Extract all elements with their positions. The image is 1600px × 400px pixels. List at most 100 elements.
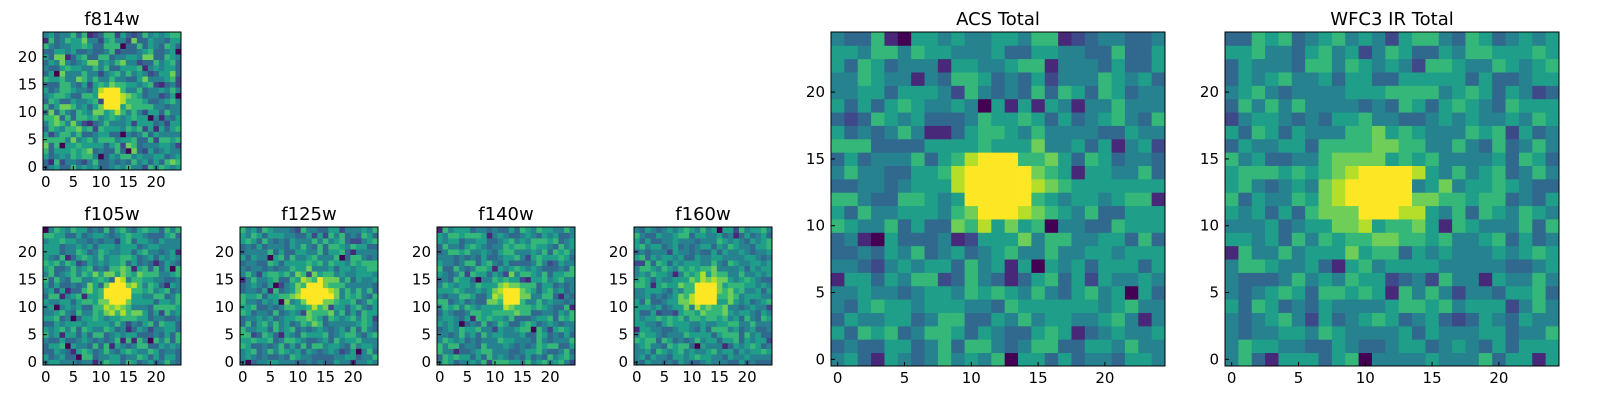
heatmap-cell	[1385, 312, 1400, 327]
heatmap-cell	[683, 331, 690, 338]
heatmap-cell	[355, 298, 362, 305]
heatmap-cell	[486, 353, 493, 360]
heatmap-cell	[514, 260, 521, 267]
heatmap-cell	[1278, 192, 1293, 207]
heatmap-cell	[114, 32, 121, 38]
heatmap-cell	[744, 320, 751, 327]
heatmap-cell	[164, 54, 171, 60]
heatmap-cell	[1318, 352, 1333, 367]
heatmap-cell	[317, 293, 324, 300]
heatmap-cell	[951, 352, 965, 367]
heatmap-cell	[844, 325, 859, 340]
heatmap-cell	[136, 76, 143, 83]
heatmap-cell	[634, 243, 640, 250]
heatmap-cell	[175, 158, 182, 165]
heatmap-cell	[366, 309, 373, 316]
heatmap-cell	[54, 142, 60, 149]
heatmap-cell	[1305, 112, 1319, 126]
heatmap-cell	[125, 54, 132, 60]
heatmap-cell	[76, 70, 83, 77]
heatmap-cell	[136, 337, 143, 344]
heatmap-cell	[70, 103, 77, 110]
heatmap-cell	[109, 309, 116, 316]
heatmap-cell	[689, 249, 696, 255]
heatmap-cell	[256, 304, 263, 311]
heatmap-cell	[661, 287, 668, 294]
heatmap-cell	[147, 282, 154, 289]
heatmap-cell	[355, 232, 362, 239]
heatmap-cell	[656, 243, 662, 250]
heatmap-cell	[492, 309, 499, 316]
heatmap-cell	[738, 348, 745, 355]
heatmap-cell	[492, 227, 499, 233]
heatmap-cell	[120, 54, 127, 60]
heatmap-cell	[678, 348, 685, 355]
heatmap-cell	[81, 109, 88, 116]
heatmap-cell	[508, 298, 515, 305]
heatmap-cell	[1111, 178, 1126, 193]
heatmap-cell	[372, 254, 379, 261]
heatmap-cell	[164, 282, 171, 289]
heatmap-cell	[48, 136, 55, 143]
heatmap-cell	[667, 265, 674, 272]
heatmap-cell	[1225, 152, 1239, 166]
heatmap-cell	[300, 348, 307, 355]
heatmap-cell	[514, 331, 521, 338]
heatmap-cell	[1278, 219, 1293, 233]
heatmap-cell	[92, 315, 99, 322]
heatmap-cell	[81, 98, 88, 105]
heatmap-cell	[1278, 285, 1293, 300]
heatmap-cell	[937, 32, 952, 46]
heatmap-cell	[1518, 165, 1533, 180]
heatmap-cell	[114, 254, 121, 261]
heatmap-cell	[442, 298, 449, 305]
heatmap-cell	[92, 320, 99, 327]
heatmap-cell	[1305, 125, 1319, 140]
heatmap-cell	[552, 271, 559, 278]
heatmap-cell	[1318, 152, 1333, 166]
heatmap-cell	[92, 158, 99, 165]
heatmap-cell	[278, 348, 285, 355]
heatmap-cell	[1111, 85, 1126, 100]
heatmap-cell	[43, 238, 49, 244]
heatmap-cell	[317, 320, 324, 327]
heatmap-cell	[1358, 58, 1373, 73]
heatmap-cell	[1151, 312, 1166, 327]
heatmap-cell	[158, 125, 165, 132]
heatmap-cell	[831, 98, 845, 113]
heatmap-cell	[317, 342, 324, 349]
heatmap-cell	[1238, 32, 1253, 46]
heatmap-cell	[541, 315, 548, 322]
heatmap-cell	[716, 298, 723, 305]
heatmap-cell	[43, 120, 49, 127]
heatmap-cell	[755, 271, 762, 278]
heatmap-cell	[1278, 45, 1293, 60]
heatmap-cell	[871, 98, 885, 113]
heatmap-cell	[844, 98, 859, 113]
heatmap-cell	[59, 337, 66, 344]
heatmap-cell	[563, 271, 570, 278]
heatmap-cell	[1345, 138, 1359, 153]
heatmap-cell	[92, 238, 99, 244]
heatmap-cell	[76, 142, 83, 149]
heatmap-cell	[114, 238, 121, 244]
heatmap-cell	[147, 227, 154, 233]
heatmap-cell	[164, 81, 171, 88]
heatmap-cell	[508, 276, 515, 283]
heatmap-cell	[1031, 192, 1046, 207]
heatmap-cell	[125, 76, 132, 83]
heatmap-cell	[1385, 192, 1400, 207]
heatmap-cell	[1438, 32, 1453, 46]
heatmap-cell	[158, 326, 165, 333]
heatmap-cell	[705, 276, 712, 283]
heatmap-cell	[54, 70, 60, 77]
heatmap-cell	[639, 260, 646, 267]
heatmap-cell	[749, 326, 756, 333]
heatmap-cell	[125, 282, 132, 289]
heatmap-cell	[350, 282, 357, 289]
heatmap-cell	[722, 337, 729, 344]
x-tick-label: 20	[344, 368, 363, 386]
heatmap-cell	[59, 287, 66, 294]
heatmap-cell	[857, 352, 872, 367]
